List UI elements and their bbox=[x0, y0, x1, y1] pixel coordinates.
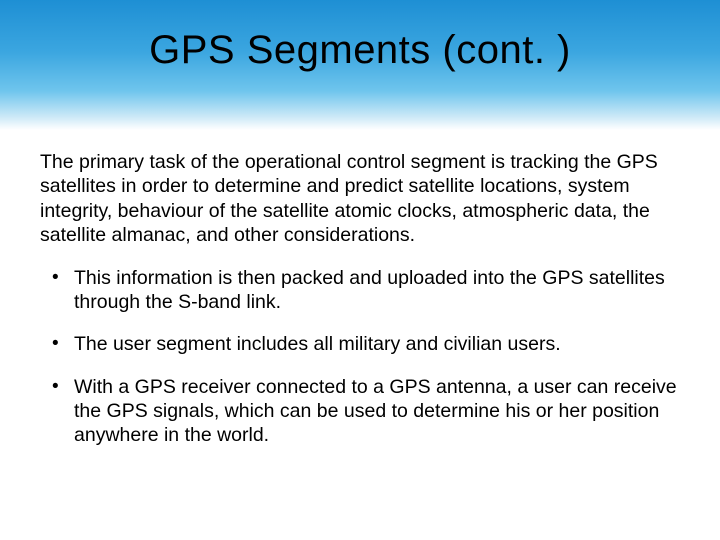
slide-body: The primary task of the operational cont… bbox=[0, 130, 720, 448]
list-item: The user segment includes all military a… bbox=[50, 332, 680, 356]
intro-paragraph: The primary task of the operational cont… bbox=[40, 150, 680, 248]
bullet-list: This information is then packed and uplo… bbox=[40, 266, 680, 448]
slide-container: GPS Segments (cont. ) The primary task o… bbox=[0, 0, 720, 540]
list-item: With a GPS receiver connected to a GPS a… bbox=[50, 375, 680, 448]
slide-header: GPS Segments (cont. ) bbox=[0, 0, 720, 130]
list-item: This information is then packed and uplo… bbox=[50, 266, 680, 315]
slide-title: GPS Segments (cont. ) bbox=[149, 28, 571, 73]
